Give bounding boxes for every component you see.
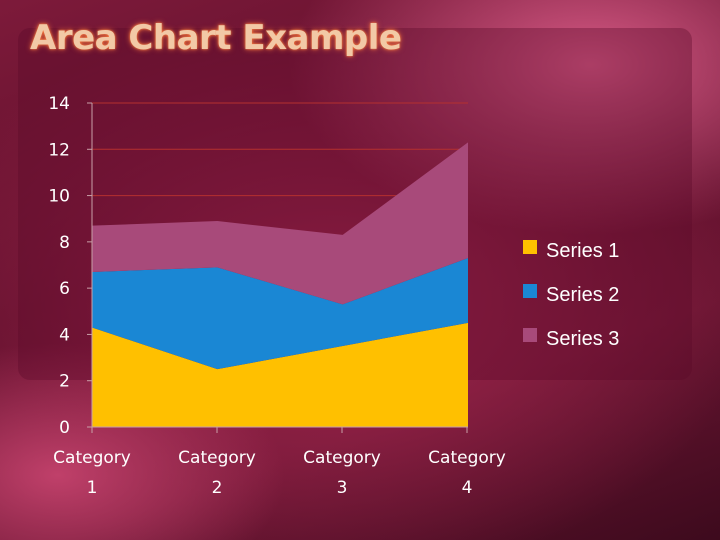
slide-title: Area Chart Example: [30, 18, 402, 58]
y-tick-label: 14: [48, 94, 70, 114]
x-tick-label: Category 3: [303, 448, 381, 498]
x-tick-label: Category 1: [53, 448, 131, 498]
area-series-1: [92, 322, 468, 427]
x-tick-label: Category 4: [428, 448, 506, 498]
x-tick-label: Category 2: [178, 448, 256, 498]
legend-label: Series 1: [546, 240, 619, 262]
y-tick-label: 10: [48, 187, 70, 207]
area-series-2: [92, 258, 468, 370]
y-tick-label: 4: [59, 325, 70, 345]
legend-label: Series 2: [546, 284, 619, 306]
y-tick-label: 12: [48, 140, 70, 160]
legend: Series 1 Series 2 Series 3: [523, 240, 619, 350]
area-series: [92, 142, 468, 427]
y-tick-label: 8: [59, 233, 70, 253]
legend-swatch: [523, 240, 537, 254]
legend-swatch: [523, 328, 537, 342]
y-tick-label: 0: [59, 418, 70, 438]
legend-swatch: [523, 284, 537, 298]
y-tick-label: 2: [59, 372, 70, 392]
axes: 0 2 4 6 8 10 12 14 Category 1 Category 2 Category 3 Ca…: [48, 94, 505, 498]
y-tick-label: 6: [59, 279, 70, 299]
area-series-3: [92, 142, 468, 305]
legend-label: Series 3: [546, 328, 619, 350]
